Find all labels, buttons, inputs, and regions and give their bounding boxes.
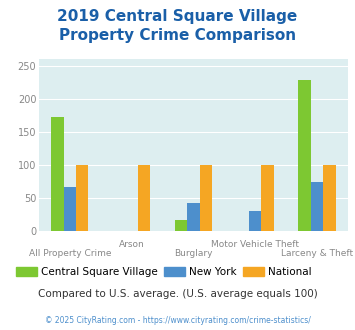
Text: Arson: Arson	[119, 240, 144, 249]
Bar	[64, 187, 76, 231]
Bar	[261, 165, 274, 231]
Text: Burglary: Burglary	[174, 249, 213, 258]
Bar	[76, 165, 88, 231]
Text: Larceny & Theft: Larceny & Theft	[281, 249, 353, 258]
Text: 2019 Central Square Village
Property Crime Comparison: 2019 Central Square Village Property Cri…	[58, 9, 297, 43]
Bar	[187, 203, 200, 231]
Legend: Central Square Village, New York, National: Central Square Village, New York, Nation…	[12, 263, 316, 281]
Text: All Property Crime: All Property Crime	[29, 249, 111, 258]
Bar	[200, 165, 212, 231]
Bar	[138, 165, 150, 231]
Bar	[249, 211, 261, 231]
Bar	[175, 220, 187, 231]
Text: Compared to U.S. average. (U.S. average equals 100): Compared to U.S. average. (U.S. average …	[38, 289, 317, 299]
Text: Motor Vehicle Theft: Motor Vehicle Theft	[211, 240, 299, 249]
Bar	[323, 165, 335, 231]
Bar	[299, 80, 311, 231]
Text: © 2025 CityRating.com - https://www.cityrating.com/crime-statistics/: © 2025 CityRating.com - https://www.city…	[45, 316, 310, 325]
Bar	[51, 117, 64, 231]
Bar	[311, 182, 323, 231]
